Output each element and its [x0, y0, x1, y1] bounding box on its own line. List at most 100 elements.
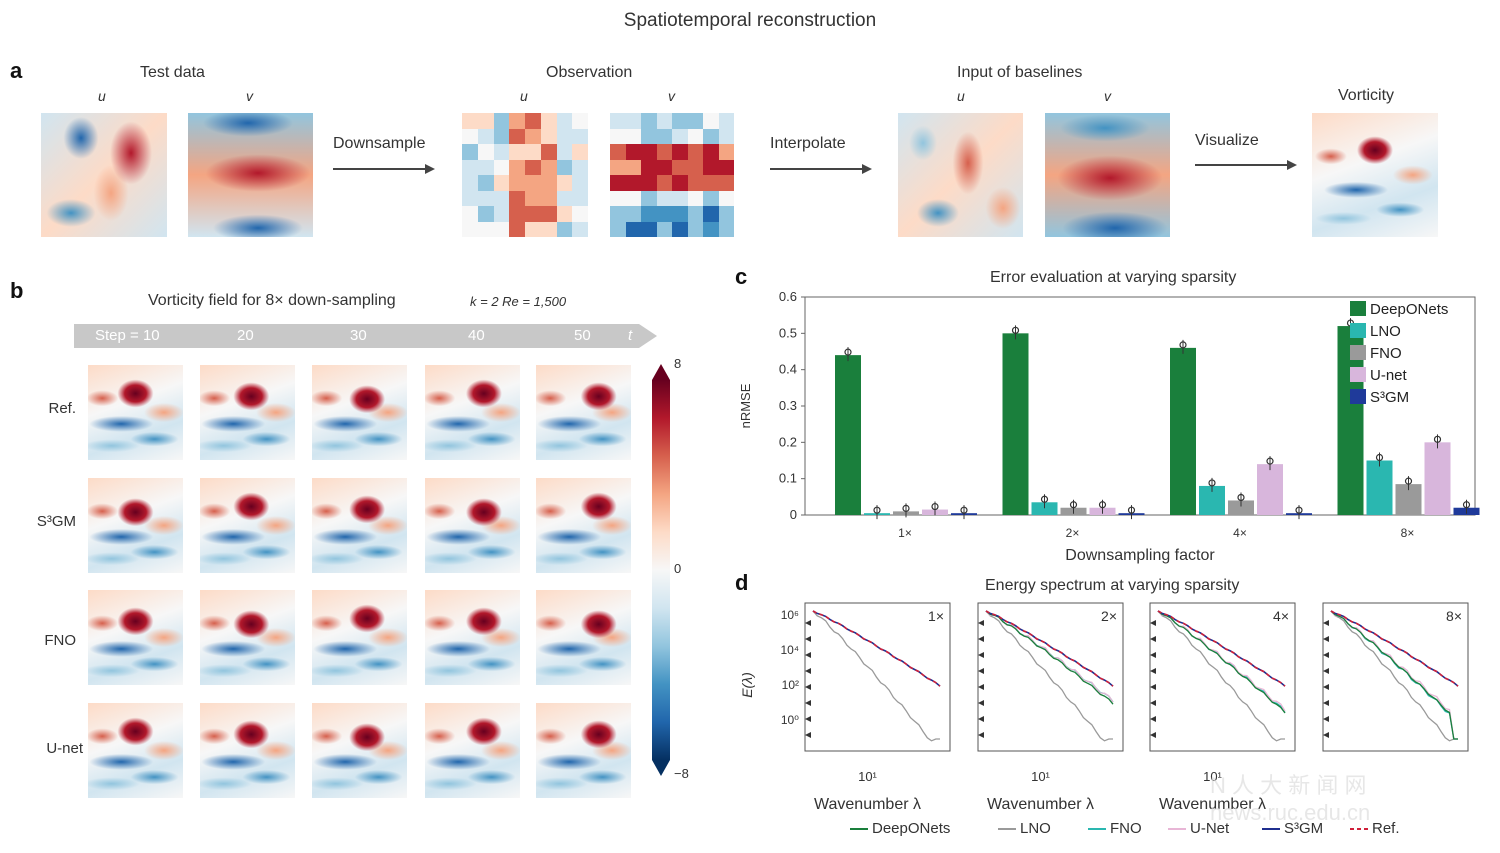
observation-pixel: [703, 128, 719, 145]
spectrum-curve-lno: [985, 610, 1113, 742]
arrow-downsample: [333, 168, 425, 170]
y-tick-label: 0.1: [779, 471, 797, 486]
observation-pixel: [540, 159, 557, 176]
vorticity-snapshot: [425, 590, 520, 685]
observation-pixel: [656, 206, 673, 222]
observation-pixel: [672, 144, 688, 160]
legend-label: LNO: [1370, 323, 1401, 340]
spectrum-curve-ref: [1330, 610, 1459, 687]
vorticity-image: [1312, 113, 1438, 237]
observation-pixel: [703, 159, 719, 176]
colorbar-min-label: −8: [674, 766, 689, 781]
observation-pixel: [477, 206, 494, 222]
observation-pixel: [556, 190, 573, 207]
observation-pixel: [687, 221, 704, 237]
step-label-10: Step = 10: [95, 327, 160, 344]
spectrum-tick-mark: [1150, 700, 1156, 706]
legend-line-swatch: [998, 828, 1016, 831]
observation-pixel: [610, 128, 626, 145]
observation-pixel: [625, 175, 642, 191]
observation-pixel: [572, 144, 588, 160]
observation-pixel: [687, 144, 704, 160]
group-title-test-data: Test data: [140, 64, 205, 81]
observation-pixel: [556, 144, 573, 160]
x-tick-label: 1×: [898, 526, 912, 540]
spectrum-tick-mark: [1323, 620, 1329, 626]
spectrum-tick-mark: [978, 716, 984, 722]
vorticity-snapshot: [88, 590, 183, 685]
observation-pixel: [718, 128, 734, 145]
legend-line-label: U-Net: [1190, 820, 1230, 837]
observation-pixel: [493, 221, 510, 237]
observation-pixel: [625, 113, 642, 129]
observation-pixel: [718, 144, 734, 160]
observation-pixel: [703, 175, 719, 191]
observation-pixel: [462, 159, 479, 176]
observation-pixel: [610, 144, 626, 160]
spectrum-y-tick: 10²: [782, 678, 799, 692]
spectrum-curve-deeponets: [1157, 610, 1286, 714]
vorticity-snapshot: [200, 365, 295, 460]
observation-pixel: [525, 159, 542, 176]
legend-swatch: [1350, 301, 1366, 316]
test-data-u-label: u: [98, 88, 106, 104]
observation-pixel: [656, 144, 673, 160]
legend-line-swatch: [850, 828, 868, 831]
spectrum-legend-item: Ref.: [1350, 820, 1400, 837]
arrow-visualize: [1195, 164, 1287, 166]
observation-pixel: [703, 113, 719, 129]
vorticity-snapshot: [536, 365, 631, 460]
row-label-ref: Ref.: [48, 400, 76, 417]
spectrum-curve-ref: [985, 610, 1114, 687]
arrow-interpolate-label: Interpolate: [770, 135, 846, 152]
panel-b-title: Vorticity field for 8× down-sampling: [148, 292, 396, 309]
group-title-input-baselines: Input of baselines: [957, 64, 1083, 81]
observation-pixel: [477, 175, 494, 191]
observation-pixel: [703, 221, 719, 237]
observation-pixel: [625, 128, 642, 145]
spectrum-tick-mark: [1323, 732, 1329, 738]
legend-line-label: DeepONets: [872, 820, 951, 837]
step-label-40: 40: [468, 327, 485, 344]
spectrum-tick-mark: [805, 684, 811, 690]
observation-pixel: [641, 175, 657, 191]
legend-label: S³GM: [1370, 389, 1409, 406]
observation-pixel: [672, 206, 688, 222]
spectrum-tick-mark: [1323, 636, 1329, 642]
spectrum-curve-lno: [1157, 610, 1285, 742]
bar-unet: [1424, 442, 1451, 515]
vorticity-snapshot: [88, 365, 183, 460]
bar-fno: [1228, 500, 1254, 515]
observation-pixel: [656, 159, 673, 176]
observation-pixel: [672, 175, 688, 191]
legend-line-label: LNO: [1020, 820, 1051, 837]
legend-swatch: [1350, 323, 1366, 338]
observation-pixel: [477, 128, 494, 145]
vorticity-snapshot: [536, 590, 631, 685]
spectrum-panel-frame: [1149, 602, 1296, 752]
spectrum-tick-mark: [1150, 620, 1156, 626]
observation-pixel: [625, 159, 642, 176]
observation-v-image: [610, 113, 734, 237]
row-label-fno: FNO: [44, 632, 76, 649]
y-tick-label: 0.3: [779, 398, 797, 413]
observation-pixel: [525, 175, 542, 191]
spectrum-tick-mark: [1323, 668, 1329, 674]
observation-pixel: [687, 113, 704, 129]
observation-pixel: [672, 113, 688, 129]
y-tick-label: 0.5: [779, 325, 797, 340]
observation-pixel: [703, 206, 719, 222]
observation-pixel: [525, 144, 542, 160]
observation-pixel: [540, 190, 557, 207]
legend-line-swatch: [1088, 828, 1106, 831]
observation-pixel: [687, 206, 704, 222]
observation-pixel: [703, 190, 719, 207]
spectrum-tick-mark: [978, 620, 984, 626]
observation-pixel: [525, 206, 542, 222]
input-u-label: u: [957, 88, 965, 104]
bar-deeponets: [1002, 333, 1029, 515]
observation-pixel: [718, 175, 734, 191]
spectrum-legend: DeepONets LNO FNO U-Net S³GM Ref.: [850, 820, 1490, 842]
observation-pixel: [540, 113, 557, 129]
observation-pixel: [610, 113, 626, 129]
